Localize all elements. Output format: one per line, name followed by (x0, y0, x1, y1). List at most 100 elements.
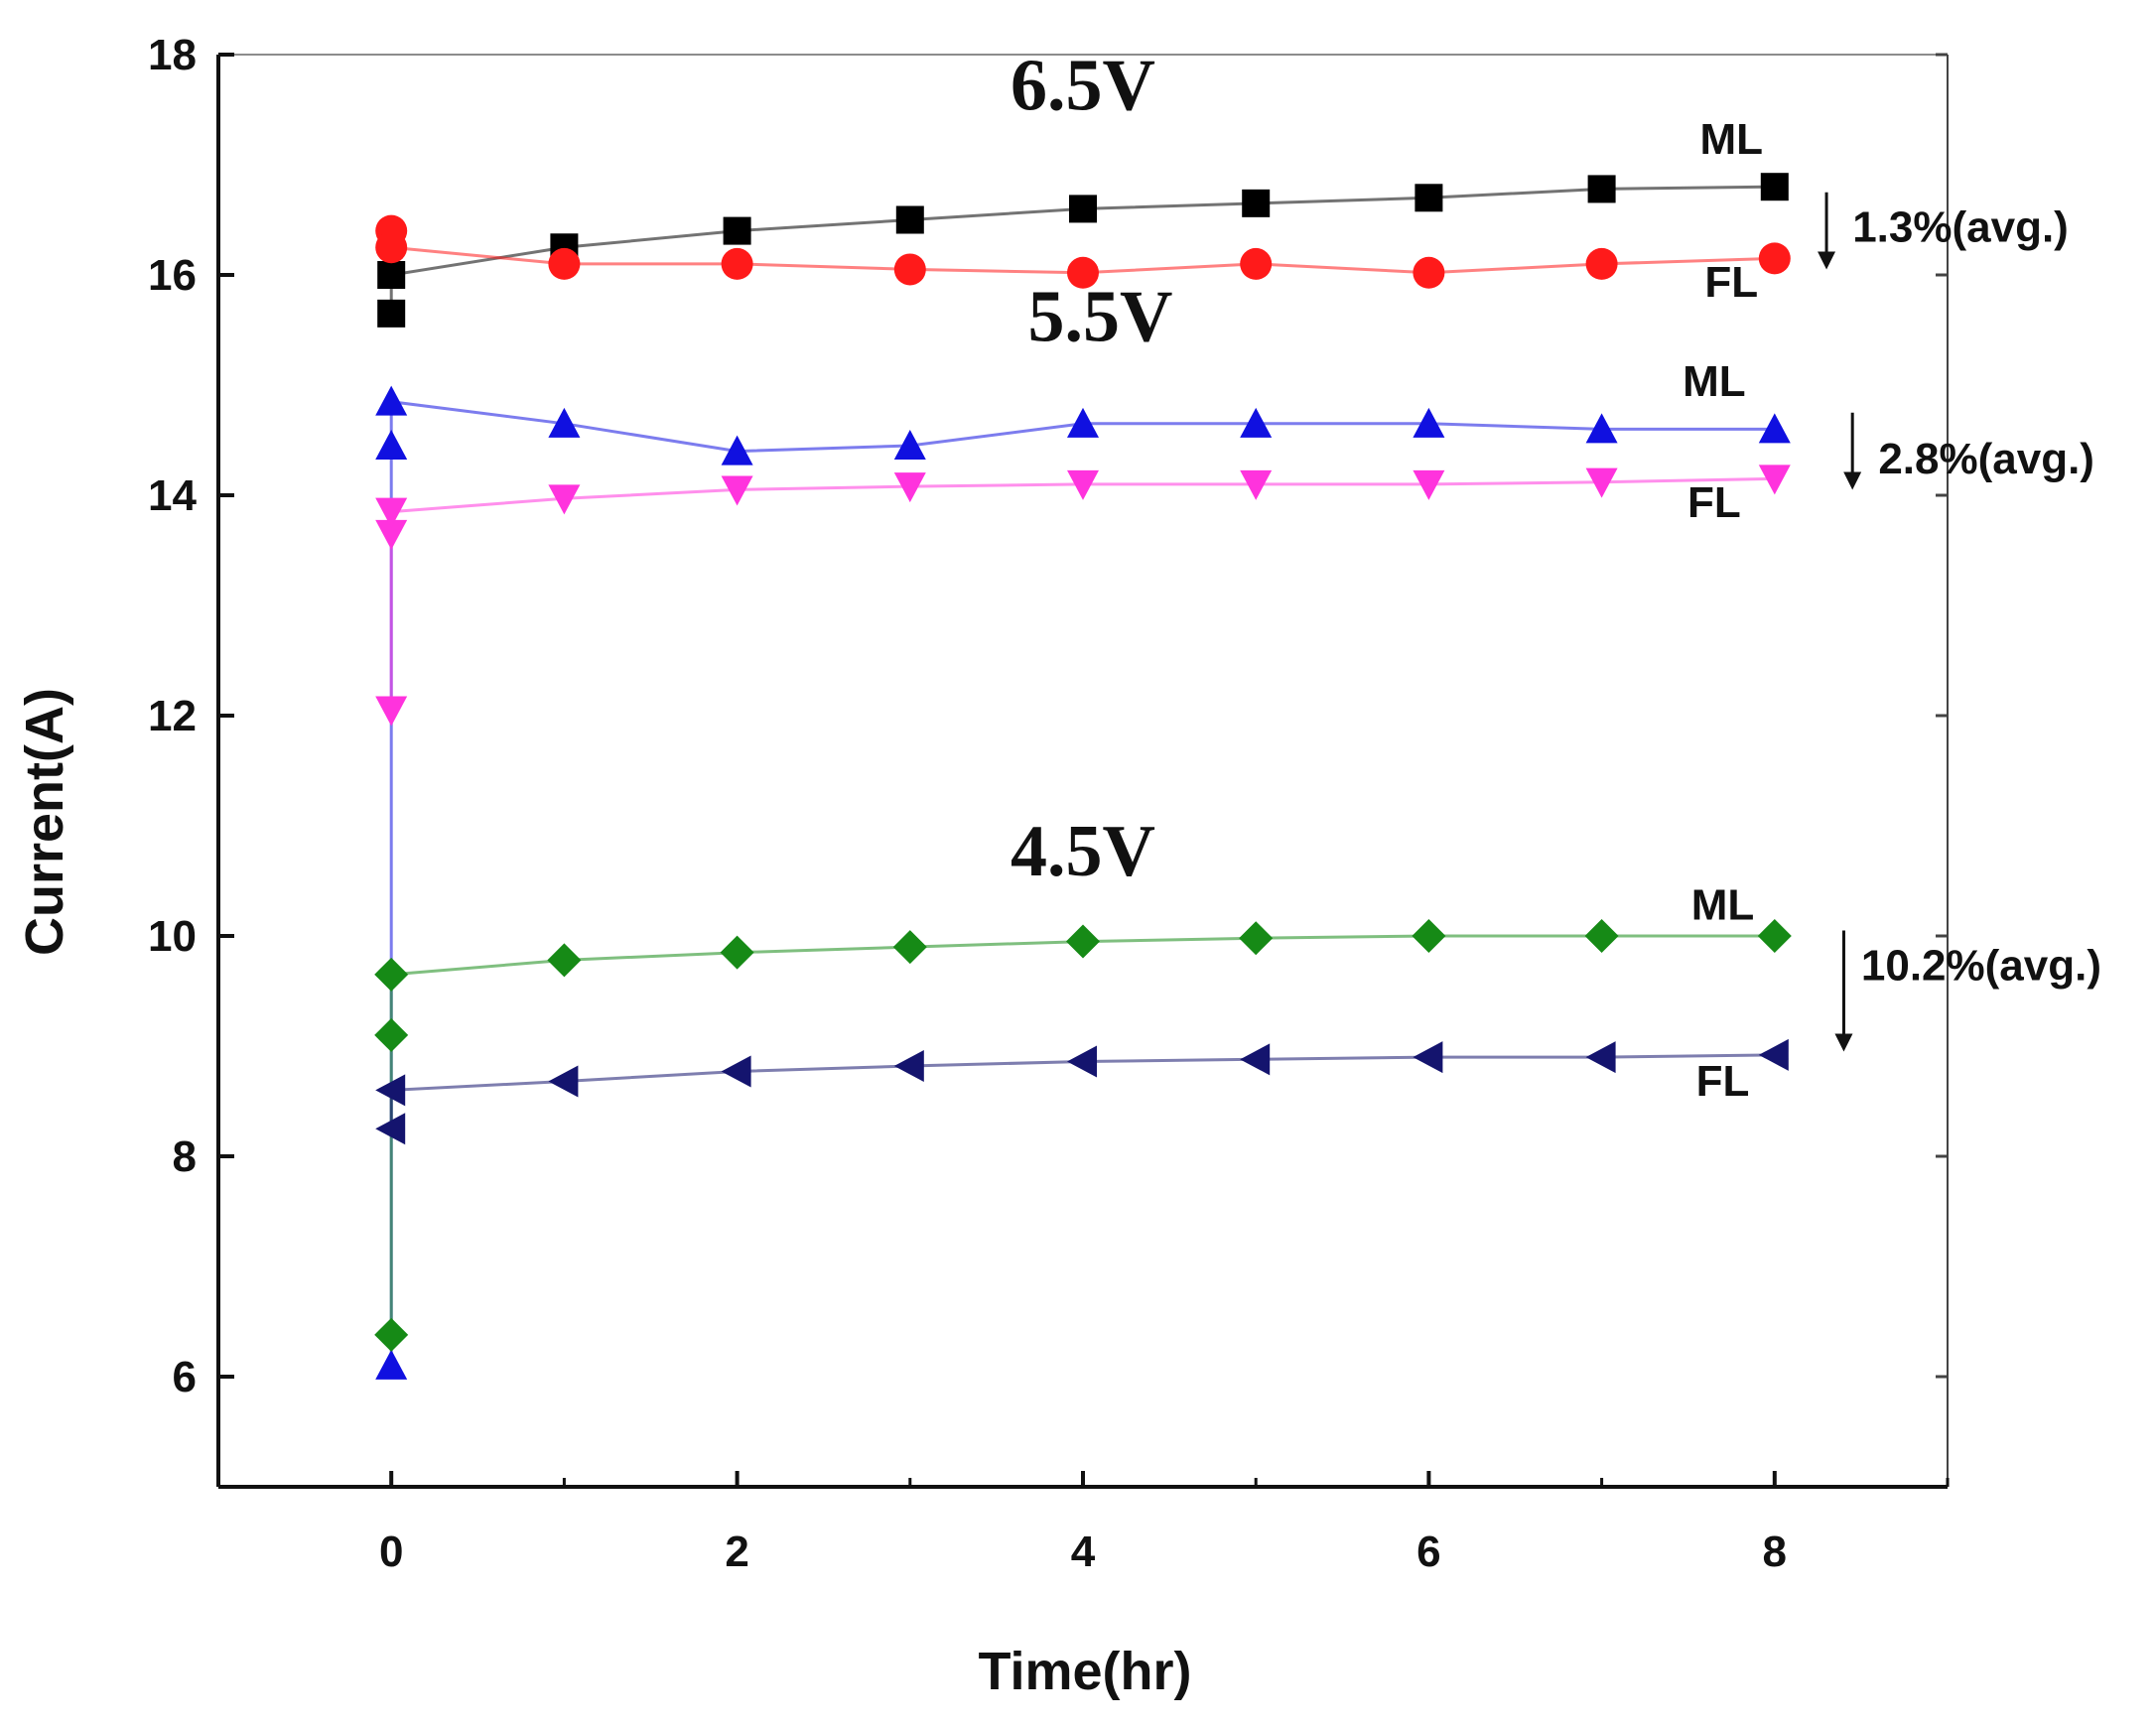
data-point-triangle-left (375, 1113, 406, 1145)
data-point-diamond (1412, 919, 1446, 953)
y-tick-label: 18 (148, 31, 197, 79)
data-point-diamond (720, 935, 754, 970)
series-4-5v-ml (374, 919, 1792, 1352)
data-point-diamond (374, 957, 409, 992)
x-tick-label: 2 (725, 1528, 748, 1576)
x-tick-label: 0 (379, 1528, 403, 1576)
data-point-circle (1585, 247, 1618, 280)
tag-annotation: ML (1699, 115, 1763, 164)
data-point-triangle-left (548, 1065, 579, 1098)
data-point-triangle-up (1413, 407, 1445, 438)
drop-arrow (1818, 192, 1836, 270)
data-point-triangle-down (1240, 469, 1273, 500)
data-point-diamond (1757, 919, 1792, 953)
data-point-triangle-down (1067, 469, 1099, 500)
tag-annotation: ML (1691, 880, 1755, 929)
data-point-triangle-up (548, 407, 581, 438)
data-point-triangle-left (1413, 1041, 1443, 1074)
tag-annotation: ML (1683, 357, 1746, 406)
data-point-triangle-up (375, 1349, 408, 1380)
data-point-triangle-up (1240, 407, 1273, 438)
data-point-triangle-down (1758, 465, 1791, 495)
voltage-annotation: 4.5V (1011, 811, 1155, 892)
data-point-diamond (374, 1017, 409, 1052)
data-point-triangle-down (1585, 467, 1618, 498)
data-point-triangle-left (1585, 1041, 1616, 1074)
data-point-triangle-down (721, 475, 753, 506)
annotation-layer: 6.5V 5.5V 4.5V ML FL ML FL ML FL 1.3%(avg.) 2.8%(a… (1011, 46, 2101, 1106)
data-point-square (1069, 195, 1097, 223)
data-point-circle (1067, 256, 1099, 289)
y-tick-label: 6 (173, 1353, 197, 1401)
data-point-circle (1758, 242, 1791, 275)
data-point-triangle-left (375, 1074, 406, 1107)
data-point-square (1242, 189, 1271, 217)
data-point-triangle-down (375, 696, 408, 727)
series-5-5v-fl (375, 465, 1791, 727)
data-point-circle (375, 231, 408, 264)
data-point-circle (548, 247, 581, 280)
data-point-triangle-up (893, 430, 926, 461)
data-point-triangle-up (375, 385, 408, 416)
percent-annotation: 10.2%(avg.) (1861, 941, 2101, 990)
drop-arrow-head (1818, 251, 1836, 270)
data-point-triangle-up (1067, 407, 1099, 438)
tag-annotation: FL (1687, 478, 1741, 527)
data-point-square (895, 205, 924, 234)
x-tick-label: 8 (1763, 1528, 1787, 1576)
data-point-circle (1240, 247, 1273, 280)
series-line (389, 230, 1775, 275)
data-point-triangle-down (1413, 469, 1445, 500)
y-tick-label: 16 (148, 251, 197, 300)
data-point-square (1760, 173, 1789, 201)
data-point-square (377, 299, 406, 328)
data-point-circle (1413, 256, 1445, 289)
data-point-diamond (1239, 921, 1274, 956)
series-4-5v-fl (375, 1038, 1789, 1145)
series-6-5v-fl (375, 214, 1791, 289)
data-point-diamond (1066, 924, 1100, 959)
data-point-triangle-down (548, 484, 581, 515)
data-point-triangle-down (893, 472, 926, 503)
data-point-triangle-up (1758, 413, 1791, 444)
series-line (389, 185, 1775, 314)
data-point-circle (893, 253, 926, 286)
data-point-diamond (892, 930, 927, 965)
data-point-triangle-up (721, 435, 753, 465)
percent-annotation: 2.8%(avg.) (1878, 435, 2094, 483)
drop-arrow-head (1834, 1033, 1853, 1052)
x-tick-label: 4 (1071, 1528, 1096, 1576)
y-tick-label: 8 (173, 1132, 197, 1181)
series-6-5v-ml (377, 173, 1789, 328)
percent-annotation: 1.3%(avg.) (1852, 203, 2069, 252)
drop-arrow (1843, 412, 1862, 490)
data-point-triangle-left (893, 1049, 924, 1082)
data-point-diamond (547, 943, 582, 978)
data-point-diamond (1584, 919, 1619, 953)
data-point-circle (721, 247, 753, 280)
data-point-diamond (374, 1317, 409, 1352)
y-tick-label: 14 (148, 471, 197, 520)
data-point-triangle-left (1240, 1043, 1271, 1076)
data-point-triangle-left (1067, 1045, 1097, 1078)
data-point-square (1415, 184, 1443, 212)
drop-arrow-head (1843, 471, 1862, 490)
series-5-5v-ml (375, 385, 1791, 1380)
x-tick-label: 6 (1416, 1528, 1440, 1576)
y-tick-label: 12 (148, 692, 197, 740)
tag-annotation: FL (1704, 258, 1758, 307)
data-point-square (723, 216, 751, 245)
series-layer (374, 173, 1792, 1380)
voltage-annotation: 5.5V (1027, 277, 1172, 358)
series-line (389, 1053, 1775, 1129)
y-axis-title: Current(A) (15, 688, 74, 956)
data-point-triangle-up (1585, 413, 1618, 444)
data-point-triangle-left (1758, 1038, 1789, 1071)
data-point-triangle-up (375, 430, 408, 461)
data-point-square (1587, 175, 1616, 203)
tag-annotation: FL (1696, 1057, 1750, 1106)
data-point-triangle-down (375, 497, 408, 528)
voltage-annotation: 6.5V (1011, 46, 1155, 127)
